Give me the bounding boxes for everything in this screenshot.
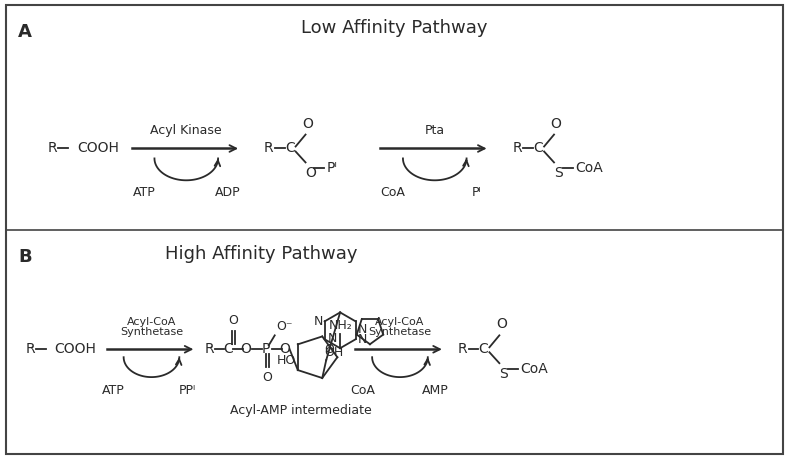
Text: S: S <box>499 367 508 381</box>
Text: Low Affinity Pathway: Low Affinity Pathway <box>301 19 488 37</box>
Text: N: N <box>313 315 323 328</box>
Text: HO: HO <box>277 354 296 367</box>
Text: S: S <box>554 166 563 180</box>
Text: C: C <box>533 141 543 156</box>
Text: R: R <box>512 141 522 156</box>
Text: Acyl-AMP intermediate: Acyl-AMP intermediate <box>230 404 372 417</box>
Text: AMP: AMP <box>422 384 449 397</box>
Text: CoA: CoA <box>520 362 548 376</box>
Text: Synthetase: Synthetase <box>120 327 183 337</box>
Text: C: C <box>285 141 294 156</box>
Text: Acyl-CoA: Acyl-CoA <box>127 318 176 327</box>
Text: R: R <box>25 342 35 356</box>
Text: R: R <box>204 342 214 356</box>
Text: Acyl-CoA: Acyl-CoA <box>376 318 424 327</box>
Text: O: O <box>496 317 507 331</box>
Text: Synthetase: Synthetase <box>368 327 432 337</box>
Text: O: O <box>241 342 252 356</box>
Text: O: O <box>551 117 562 131</box>
Text: OH: OH <box>324 347 343 359</box>
Text: P: P <box>262 342 270 356</box>
Text: C: C <box>479 342 488 356</box>
Text: COOH: COOH <box>54 342 96 356</box>
Text: O: O <box>228 314 238 327</box>
Text: R: R <box>47 141 57 156</box>
Text: ATP: ATP <box>133 186 156 199</box>
Text: C: C <box>223 342 233 356</box>
Text: Acyl Kinase: Acyl Kinase <box>151 123 222 137</box>
Text: CoA: CoA <box>380 186 406 199</box>
Text: O: O <box>279 342 290 356</box>
Text: Pᴵ: Pᴵ <box>472 186 481 199</box>
Text: O⁻: O⁻ <box>277 320 294 333</box>
Text: NH₂: NH₂ <box>328 319 352 332</box>
Text: CoA: CoA <box>575 162 603 175</box>
Text: B: B <box>18 248 32 266</box>
Text: O: O <box>305 166 316 180</box>
Text: Pta: Pta <box>424 123 445 137</box>
Text: O: O <box>302 117 313 131</box>
Text: O: O <box>324 343 335 356</box>
Text: High Affinity Pathway: High Affinity Pathway <box>165 245 357 263</box>
Text: COOH: COOH <box>77 141 119 156</box>
Text: A: A <box>18 23 32 41</box>
Text: CoA: CoA <box>350 384 375 397</box>
Text: ATP: ATP <box>103 384 125 397</box>
Text: N: N <box>357 333 367 346</box>
Text: ADP: ADP <box>215 186 241 199</box>
Text: N: N <box>357 323 367 336</box>
Text: N: N <box>327 332 337 345</box>
Text: O: O <box>262 371 271 384</box>
Text: R: R <box>458 342 467 356</box>
Text: PPᴵ: PPᴵ <box>178 384 196 397</box>
Text: R: R <box>264 141 274 156</box>
Text: Pᴵ: Pᴵ <box>327 162 337 175</box>
